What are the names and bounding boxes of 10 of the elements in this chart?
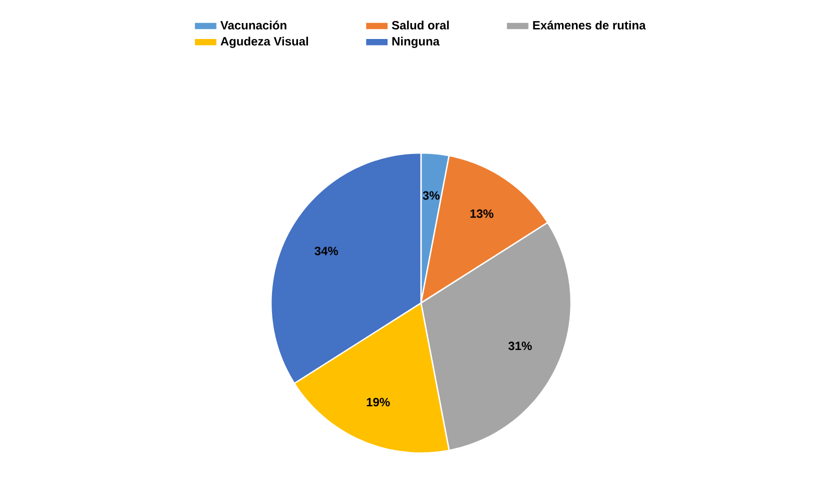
legend-label: Ninguna bbox=[392, 36, 440, 48]
legend-label: Salud oral bbox=[392, 20, 449, 30]
legend-label: Vacunación bbox=[220, 20, 286, 30]
data-label: 3% bbox=[422, 191, 440, 200]
data-label: 31% bbox=[508, 342, 532, 350]
legend-label: Agudeza Visual bbox=[220, 36, 308, 48]
data-label: 19% bbox=[366, 398, 390, 406]
data-label: 13% bbox=[470, 209, 494, 218]
data-label: 34% bbox=[314, 246, 338, 256]
legend-label: Exámenes de rutina bbox=[533, 20, 646, 30]
